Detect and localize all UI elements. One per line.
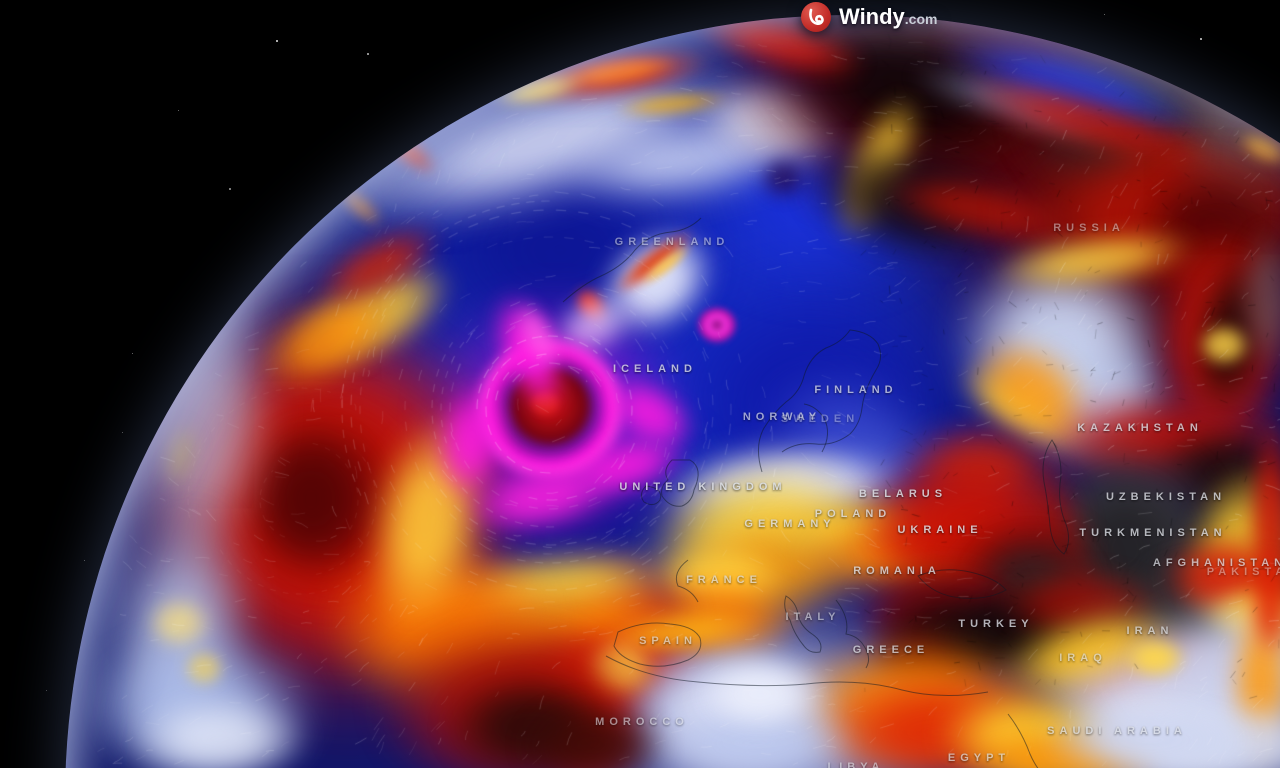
temp-blob [692, 302, 742, 348]
brand-name: Windy [839, 4, 905, 29]
temp-blob [520, 700, 670, 768]
temp-blob [1238, 224, 1280, 374]
temp-blob [1040, 700, 1260, 768]
temperature-field [65, 15, 1280, 768]
temp-blob [1248, 548, 1280, 658]
temp-blob [130, 694, 310, 768]
windy-logo-icon [801, 2, 831, 32]
brand-suffix: .com [904, 11, 938, 27]
temp-blob [182, 648, 226, 688]
globe[interactable] [65, 15, 1280, 768]
temp-blob [695, 656, 825, 732]
windy-logo[interactable]: Windy.com [801, 2, 937, 32]
star [46, 690, 48, 692]
temp-blob [1122, 636, 1188, 680]
temp-blob [146, 596, 212, 650]
